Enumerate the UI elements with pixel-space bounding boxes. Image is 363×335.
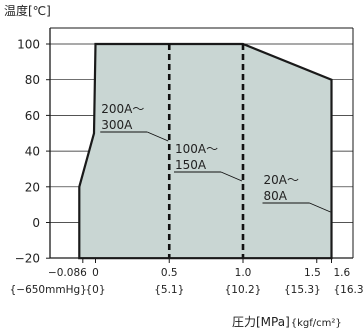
x-axis-title-main: 圧力[MPa] [232, 315, 290, 329]
x-axis-title: 圧力[MPa]{kgf/cm²} [232, 315, 342, 329]
x-tick-sublabel-4: {15.3} [284, 284, 321, 296]
x-tick-sublabel-5: {16.3} [334, 284, 363, 296]
y-tick-label-1: 80 [25, 73, 40, 87]
size-limit-label-2-line2: 80A [264, 189, 288, 203]
x-tick-sublabel-0: {−650mmHg} [10, 284, 87, 296]
size-limit-label-0-line2: 300A [101, 118, 133, 132]
y-tick-label-2: 60 [25, 109, 40, 123]
y-tick-label-0: 100 [17, 38, 40, 52]
x-tick-label-2: 0.5 [161, 267, 178, 279]
x-tick-label-4: 1.5 [304, 267, 321, 279]
y-tick-label-4: 20 [25, 180, 40, 194]
x-tick-label-5: 1.6 [334, 267, 351, 279]
y-axis-title: 温度[℃] [4, 3, 51, 18]
y-tick-label-3: 40 [25, 145, 40, 159]
size-limit-label-1-line2: 150A [175, 158, 207, 172]
y-tick-label-6: −20 [15, 252, 40, 266]
x-tick-sublabel-3: {10.2} [225, 284, 262, 296]
size-limit-label-2-line1: 20A〜 [264, 173, 299, 187]
x-tick-sublabel-1: {0} [85, 284, 105, 296]
x-tick-label-0: −0.086 [48, 267, 87, 279]
x-tick-label-3: 1.0 [235, 267, 252, 279]
x-axis-title-unit: {kgf/cm²} [291, 318, 342, 329]
x-tick-sublabel-2: {5.1} [154, 284, 184, 296]
size-limit-label-1-line1: 100A〜 [175, 142, 218, 156]
size-limit-label-0-line1: 200A〜 [101, 102, 144, 116]
y-tick-label-5: 0 [32, 216, 40, 230]
x-tick-label-1: 0 [92, 267, 99, 279]
